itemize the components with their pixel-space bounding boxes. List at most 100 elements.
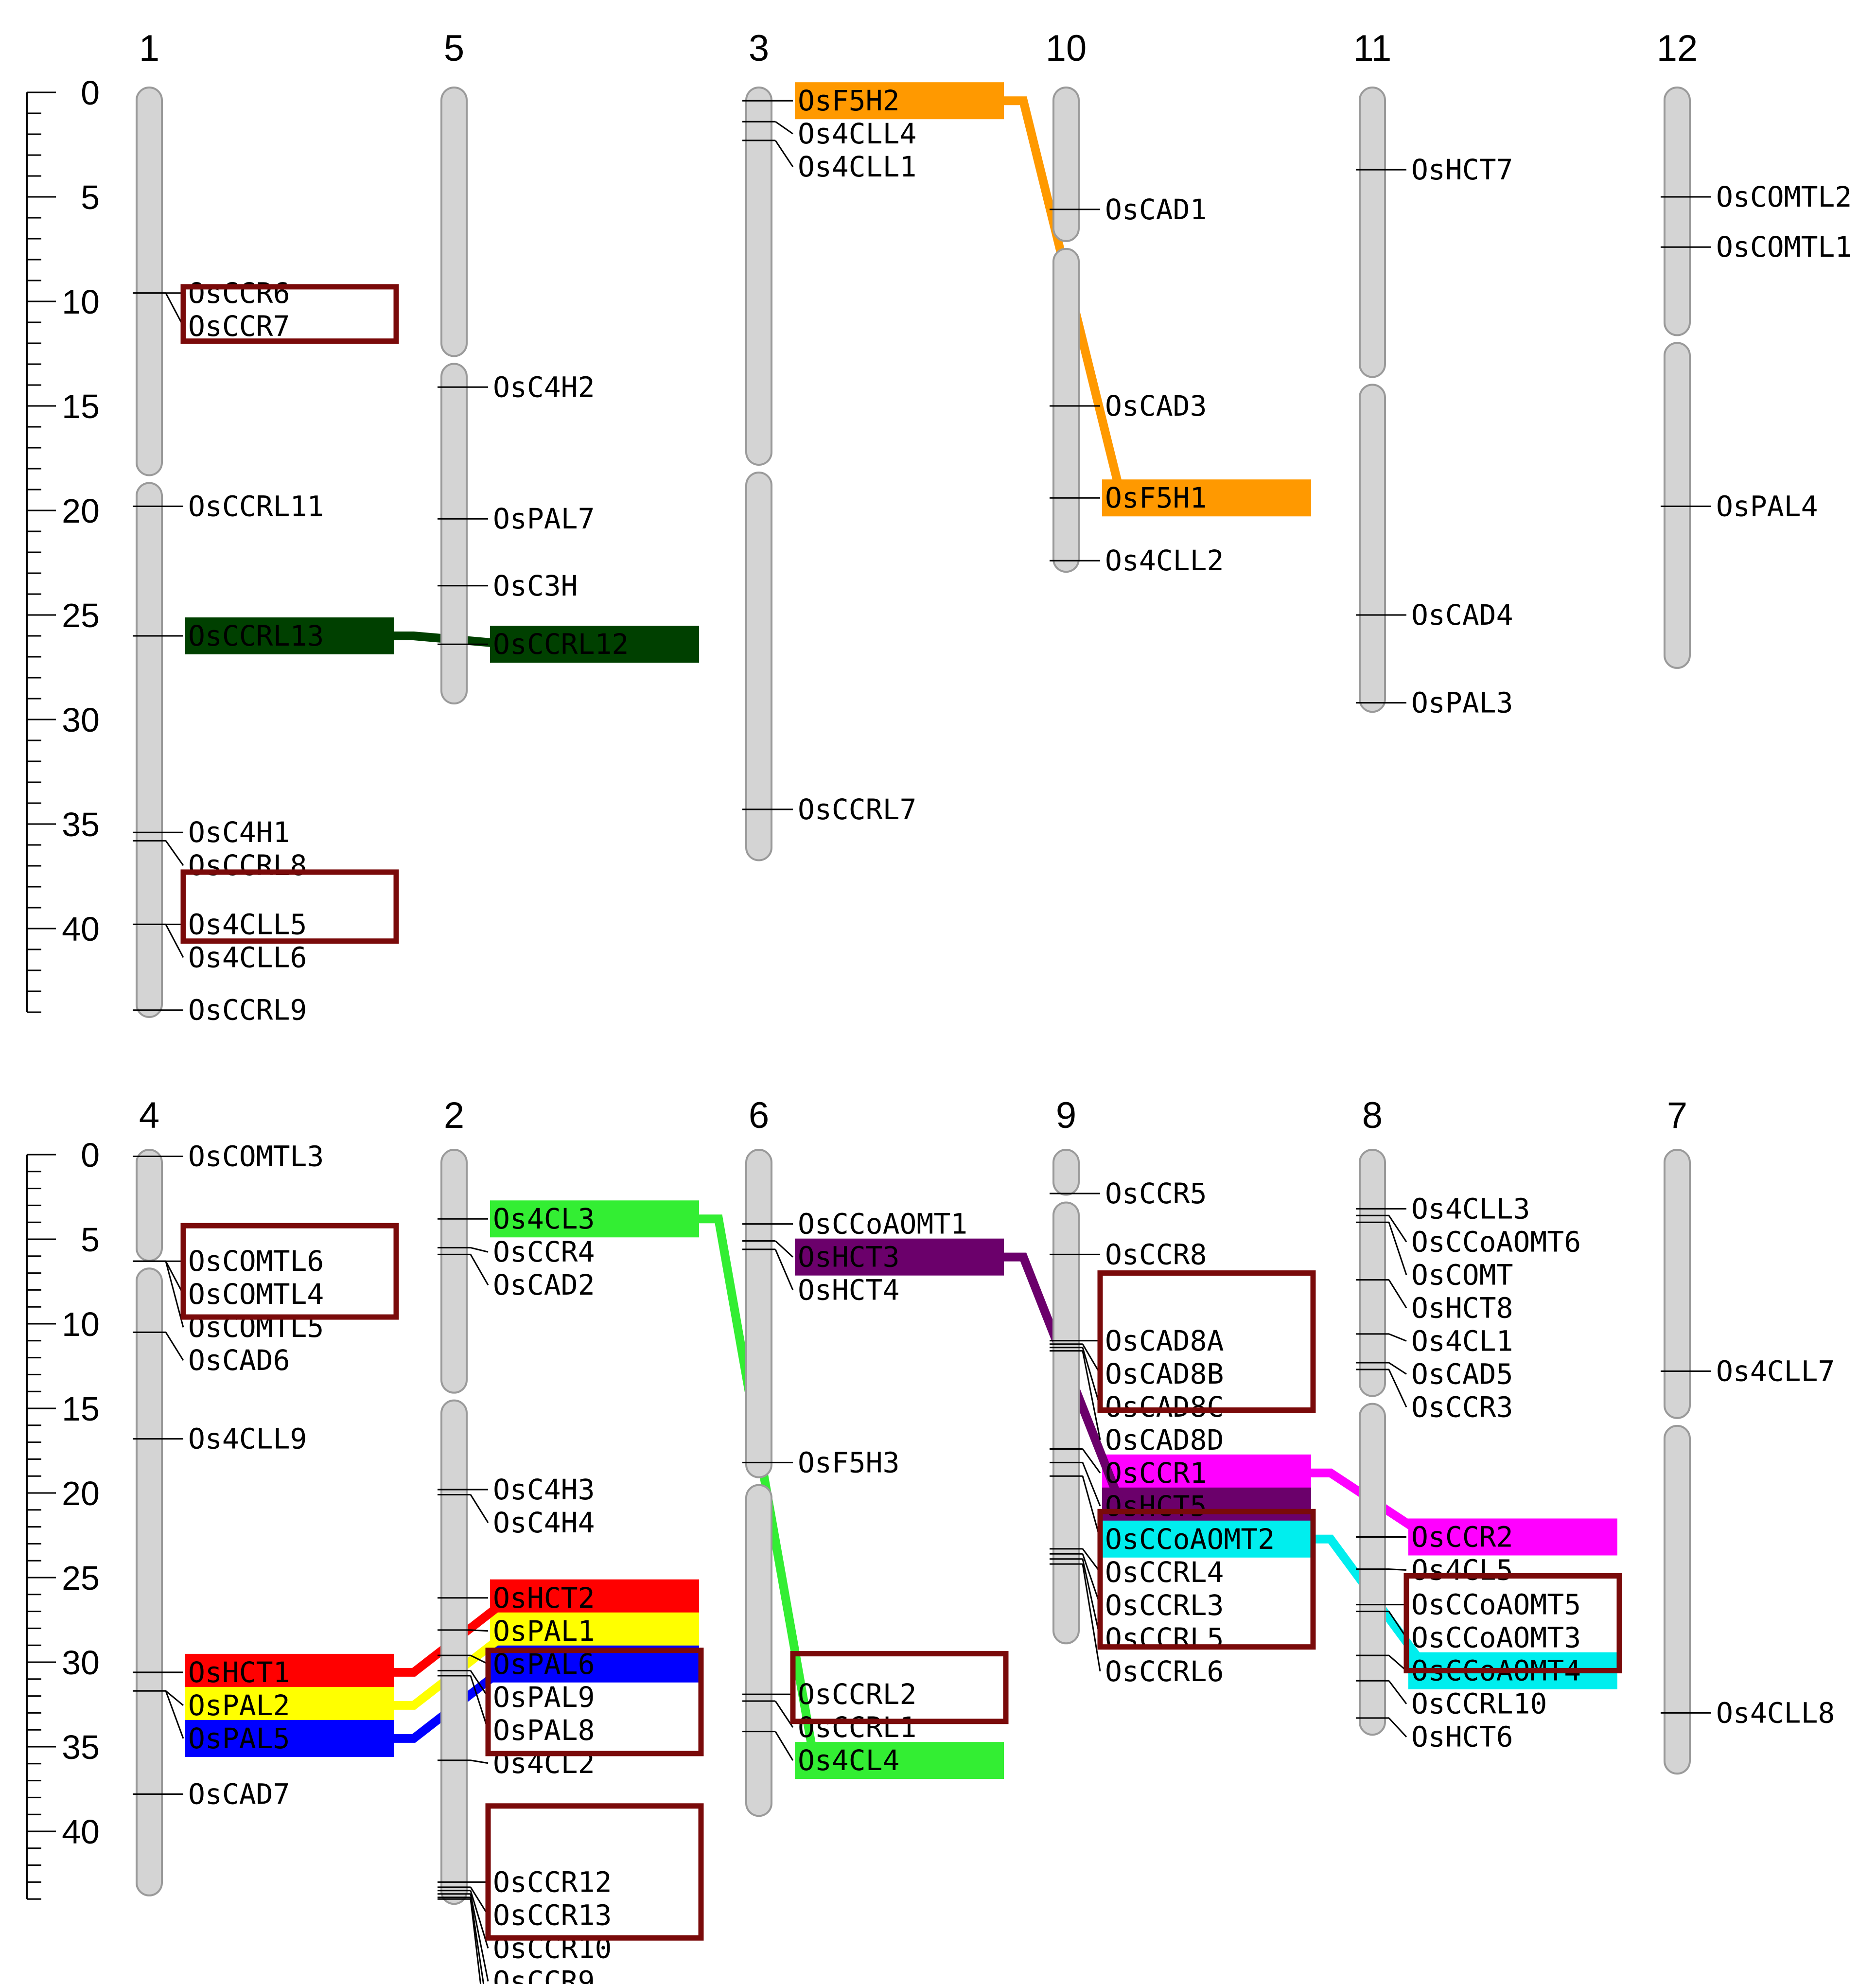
ruler-tick-label: 35 xyxy=(62,806,100,843)
gene-Os4CL5: Os4CL5 xyxy=(1356,1553,1513,1586)
chromosome-number: 8 xyxy=(1362,1095,1383,1136)
ruler-tick-label: 35 xyxy=(62,1728,100,1766)
gene-leader xyxy=(1388,1680,1407,1704)
gene-leader xyxy=(1082,1343,1101,1374)
gene-leader xyxy=(165,1261,184,1328)
gene-leader xyxy=(1388,1611,1407,1638)
chromosome-arm-short xyxy=(440,87,468,357)
gene-OsCCoAOMT2: OsCCoAOMT2 xyxy=(1050,1475,1275,1556)
gene-label: OsCCR6 xyxy=(188,277,290,310)
gene-label: OsPAL5 xyxy=(188,1722,290,1755)
tandem-duplication-box xyxy=(180,1223,399,1320)
gene-leader xyxy=(774,1249,794,1291)
gene-label: OsPAL1 xyxy=(493,1615,595,1648)
ruler-tick-label: 25 xyxy=(62,1559,100,1597)
gene-label: OsCAD5 xyxy=(1411,1357,1513,1390)
chromosome-number: 4 xyxy=(139,1095,159,1136)
chromosome-arm-short xyxy=(136,87,163,476)
gene-OsCCoAOMT5: OsCCoAOMT5 xyxy=(1356,1588,1581,1621)
gene-label: Os4CLL5 xyxy=(188,908,307,941)
chromosome-7: 7 Os4CLL7 Os4CLL8 xyxy=(1661,1095,1835,1775)
chromosome-number: 5 xyxy=(444,28,464,69)
gene-leader xyxy=(1082,1563,1101,1672)
gene-OsCCRL8: OsCCRL8 xyxy=(133,840,307,882)
gene-OsCCRL6: OsCCRL6 xyxy=(1050,1563,1224,1688)
chromosome-8: 8 Os4CLL3OsCCoAOMT6OsCOMTOsHCT8Os4CL1OsCA… xyxy=(1356,1095,1581,1754)
gene-label: OsF5H2 xyxy=(798,84,900,117)
gene-label: OsCCRL4 xyxy=(1105,1556,1224,1589)
gene-highlight-band xyxy=(1102,479,1311,517)
gene-OsCCRL1: OsCCRL1 xyxy=(742,1700,916,1744)
gene-highlight-band xyxy=(1408,1518,1617,1556)
gene-OsHCT4: OsHCT4 xyxy=(742,1248,900,1307)
chromosome-arm-long xyxy=(136,482,163,1018)
chromosome-number: 12 xyxy=(1657,28,1698,69)
gene-label: OsCCRL5 xyxy=(1105,1622,1224,1655)
gene-label: OsPAL4 xyxy=(1716,490,1818,523)
ruler-tick-label: 0 xyxy=(81,74,100,112)
gene-highlight-band xyxy=(490,1200,699,1238)
gene-leader xyxy=(775,121,793,135)
chromosome-number: 11 xyxy=(1353,28,1392,69)
gene-OsCAD8C: OsCAD8C xyxy=(1050,1347,1224,1423)
tandem-duplication-box xyxy=(180,284,399,344)
chromosome-arm-long xyxy=(440,363,468,704)
gene-leader xyxy=(165,293,184,327)
gene-label: OsCAD1 xyxy=(1105,193,1207,226)
gene-leader xyxy=(774,1240,794,1258)
gene-label: OsCAD7 xyxy=(188,1777,290,1810)
gene-label: OsCOMTL4 xyxy=(188,1278,324,1311)
gene-highlight-band xyxy=(490,1612,699,1650)
gene-OsHCT1: OsHCT1 xyxy=(133,1656,290,1689)
gene-leader xyxy=(774,1731,794,1761)
gene-label: OsHCT3 xyxy=(798,1241,900,1274)
gene-label: OsCCR12 xyxy=(493,1865,612,1898)
gene-leader xyxy=(1082,1559,1101,1639)
tandem-duplication-box xyxy=(1403,1573,1622,1673)
gene-Os4CLL9: Os4CLL9 xyxy=(133,1422,307,1456)
gene-OsCCR2: OsCCR2 xyxy=(1356,1520,1513,1553)
gene-OsCCRL2: OsCCRL2 xyxy=(742,1678,916,1711)
gene-label: OsCAD8B xyxy=(1105,1357,1224,1390)
gene-leader xyxy=(1388,1717,1407,1738)
ruler-tick-label: 10 xyxy=(62,1305,100,1343)
chromosome-1: 1OsCCR6OsCCR7OsCCRL11OsCCRL13OsC4H1OsCCR… xyxy=(133,28,324,1027)
gene-label: Os4CL3 xyxy=(493,1202,595,1235)
gene-leader xyxy=(470,1254,489,1285)
gene-highlight-band xyxy=(185,617,394,654)
gene-label: OsCAD8C xyxy=(1105,1390,1224,1423)
chromosome-arm-long xyxy=(136,1267,163,1896)
gene-OsCCR5: OsCCR5 xyxy=(1050,1177,1207,1210)
gene-OsCAD1: OsCAD1 xyxy=(1050,193,1207,226)
gene-OsCCR12: OsCCR12 xyxy=(438,1865,612,1898)
gene-OsCCRL7: OsCCRL7 xyxy=(742,793,916,826)
gene-OsC3H: OsC3H xyxy=(438,569,578,602)
gene-label: OsC4H1 xyxy=(188,816,290,849)
gene-label: OsCCR4 xyxy=(493,1235,595,1268)
gene-OsCCR8: OsCCR8 xyxy=(1050,1238,1207,1271)
gene-label: Os4CLL3 xyxy=(1411,1192,1530,1225)
gene-OsCCRL3: OsCCRL3 xyxy=(1050,1553,1224,1622)
gene-OsPAL1: OsPAL1 xyxy=(438,1615,595,1648)
gene-label: OsCCRL2 xyxy=(798,1678,916,1711)
gene-OsPAL8: OsPAL8 xyxy=(438,1675,595,1747)
gene-highlight-band xyxy=(185,1720,394,1757)
gene-label: OsPAL2 xyxy=(188,1689,290,1722)
gene-OsHCT5: OsHCT5 xyxy=(1050,1461,1207,1523)
gene-label: OsCCRL9 xyxy=(188,994,307,1027)
gene-Os4CLL7: Os4CLL7 xyxy=(1661,1354,1835,1387)
chromosome-arm-long xyxy=(1664,342,1691,669)
gene-leader xyxy=(1082,1475,1101,1540)
gene-leader xyxy=(1082,1553,1101,1606)
chromosome-number: 9 xyxy=(1056,1095,1076,1136)
gene-label: OsCCRL6 xyxy=(1105,1655,1224,1688)
gene-label: OsCOMTL2 xyxy=(1716,180,1852,213)
gene-leader xyxy=(1388,1215,1407,1243)
gene-OsHCT6: OsHCT6 xyxy=(1356,1717,1513,1754)
chromosome-arm-long xyxy=(745,1484,772,1817)
gene-OsCAD6: OsCAD6 xyxy=(133,1331,290,1377)
top-panel: 05101520253035401OsCCR6OsCCR7OsCCRL11OsC… xyxy=(26,28,1852,1027)
gene-label: OsCCR8 xyxy=(1105,1238,1207,1271)
gene-label: OsHCT5 xyxy=(1105,1490,1207,1523)
chromosome-layer: 1OsCCR6OsCCR7OsCCRL11OsCCRL13OsC4H1OsCCR… xyxy=(133,28,1852,1027)
